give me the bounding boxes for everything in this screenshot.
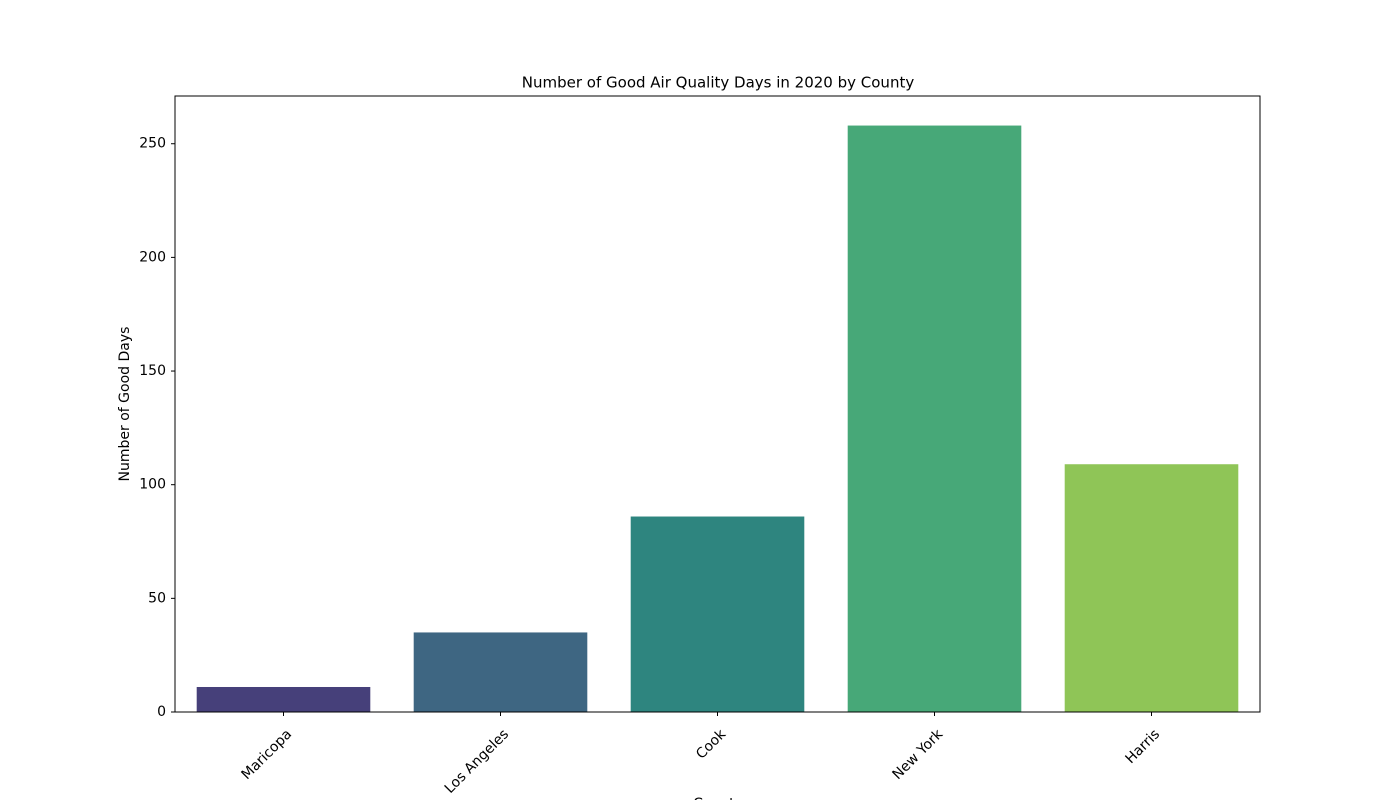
y-tick-label: 50 bbox=[148, 590, 166, 606]
x-tick-label: Los Angeles bbox=[442, 726, 512, 796]
x-tick-label: New York bbox=[890, 726, 947, 783]
x-axis-label: County bbox=[693, 796, 743, 800]
x-tick-label: Cook bbox=[693, 726, 730, 763]
y-axis-label: Number of Good Days bbox=[117, 327, 133, 482]
y-tick-label: 150 bbox=[139, 363, 166, 379]
bar bbox=[196, 686, 371, 712]
y-tick-label: 200 bbox=[139, 249, 166, 265]
y-tick-label: 100 bbox=[139, 477, 166, 493]
x-tick-label: Harris bbox=[1122, 726, 1163, 767]
bar bbox=[1064, 464, 1239, 712]
plot-frame bbox=[174, 95, 1261, 713]
chart-title: Number of Good Air Quality Days in 2020 … bbox=[522, 74, 915, 92]
x-tick-label: Maricopa bbox=[239, 726, 296, 783]
bar bbox=[847, 125, 1022, 713]
y-tick-label: 0 bbox=[157, 704, 166, 720]
y-tick-label: 250 bbox=[139, 136, 166, 152]
bar bbox=[630, 516, 805, 712]
bar bbox=[413, 632, 588, 712]
